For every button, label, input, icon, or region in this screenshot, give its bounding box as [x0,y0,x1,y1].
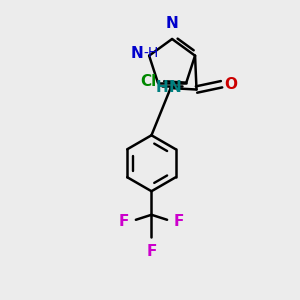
Text: F: F [146,244,157,259]
Text: N: N [166,16,178,31]
Text: H: H [155,80,168,95]
Text: N: N [131,46,144,61]
Text: F: F [174,214,184,229]
Text: -H: -H [144,46,159,60]
Text: Cl: Cl [141,74,157,89]
Text: O: O [224,77,237,92]
Text: F: F [119,214,129,229]
Text: N: N [168,80,181,95]
